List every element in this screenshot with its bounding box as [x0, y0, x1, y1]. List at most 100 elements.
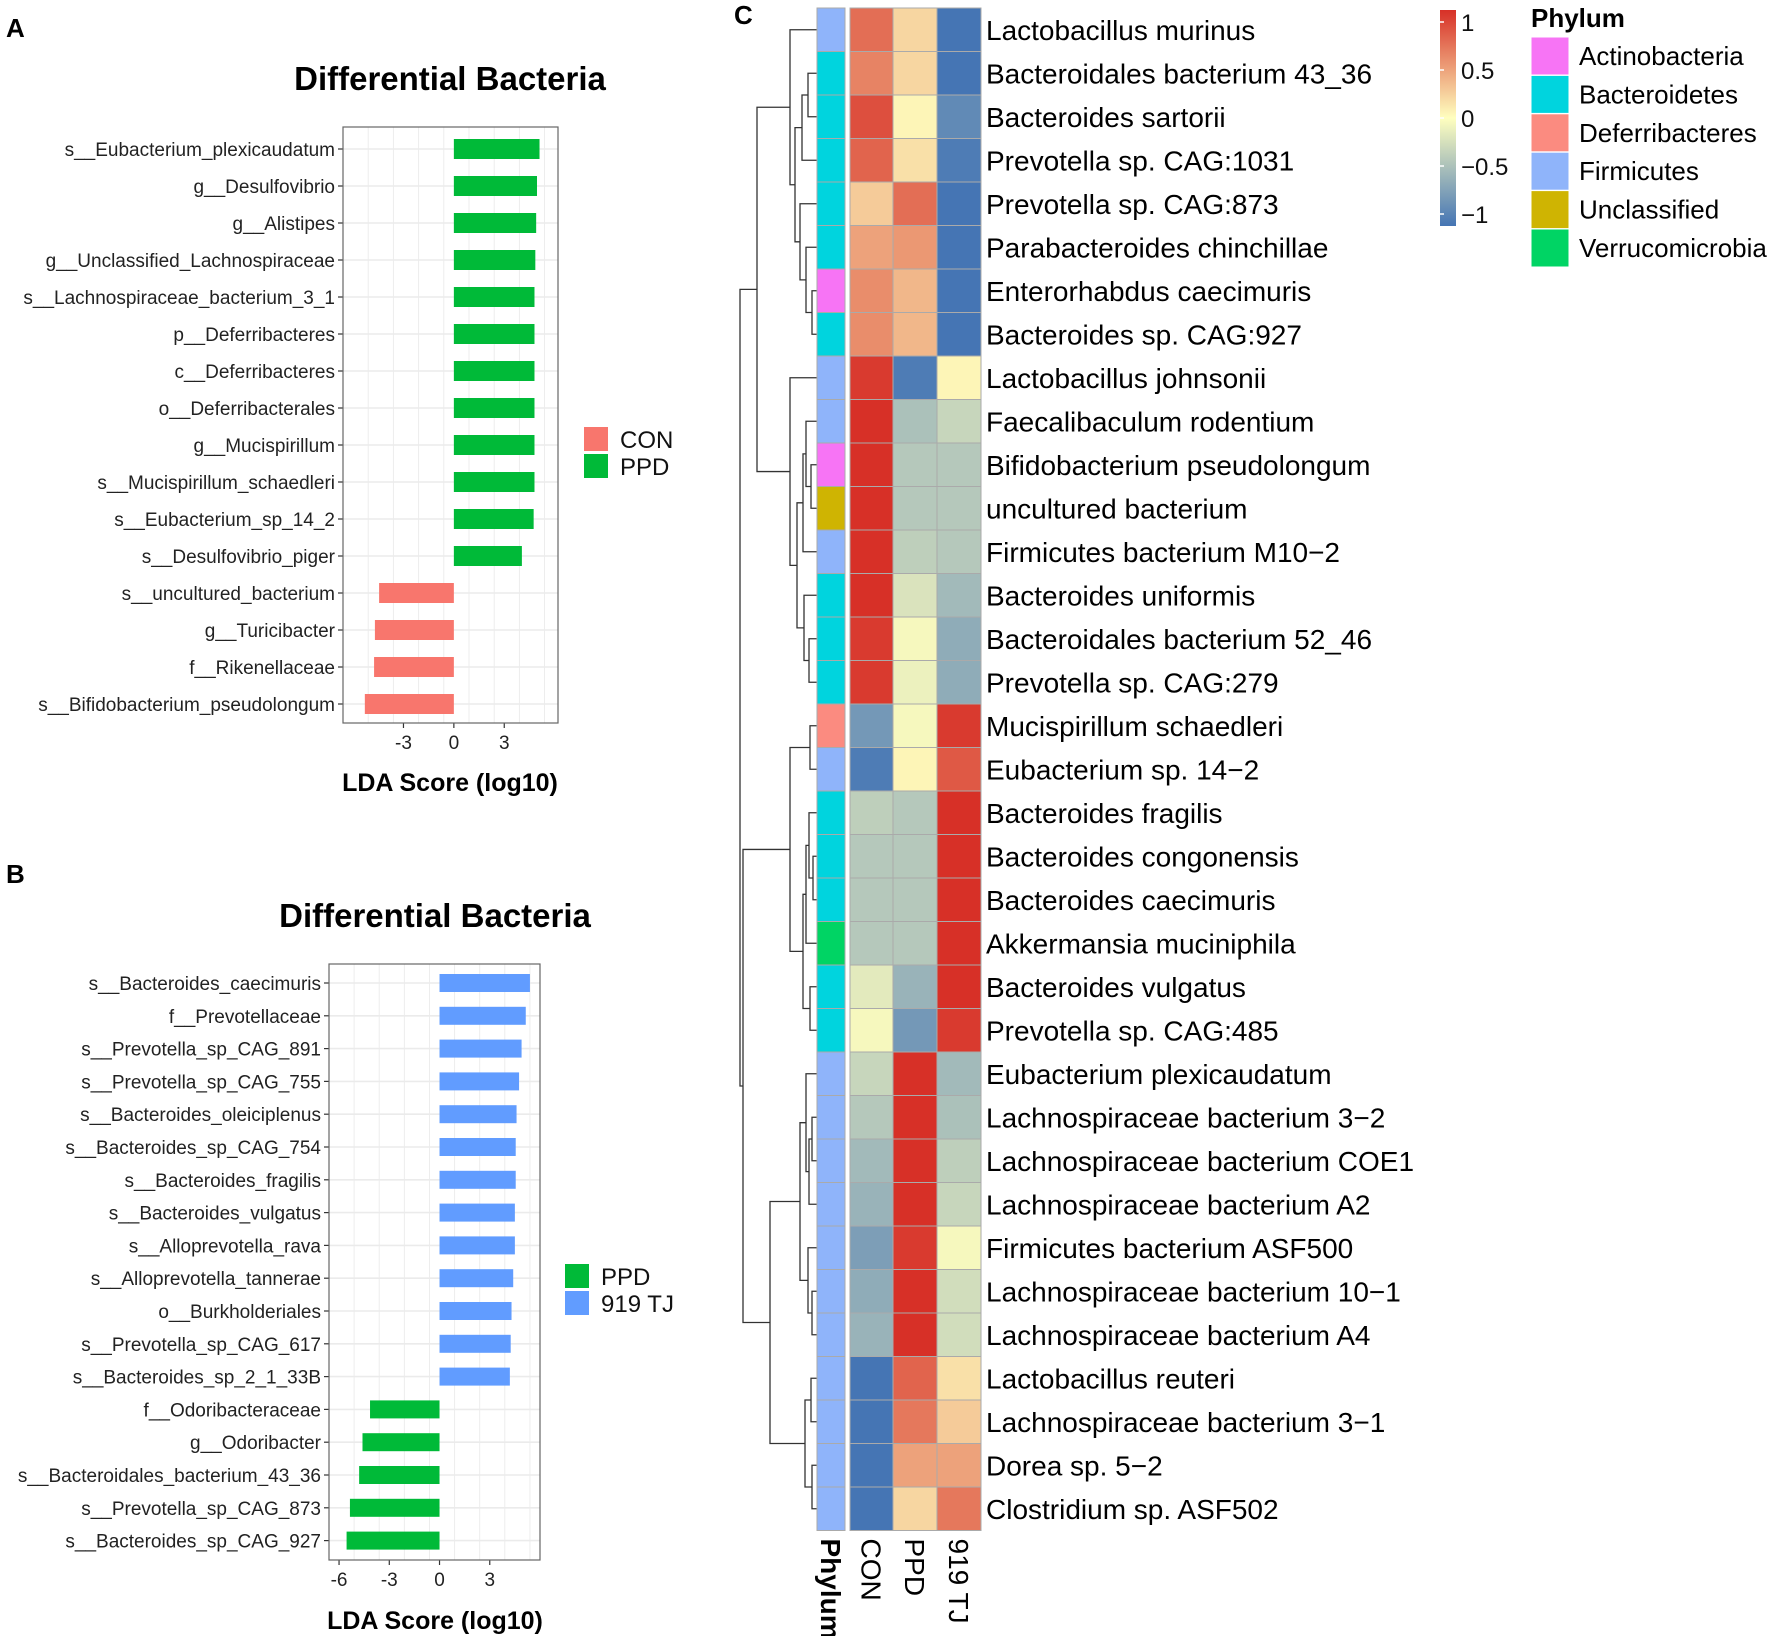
panel-a-bar	[379, 583, 454, 603]
phylum-legend-swatch	[1530, 190, 1570, 230]
heatmap-row-label: Lactobacillus johnsonii	[986, 363, 1266, 394]
panel-a-category-label: p__Deferribacteres	[173, 325, 335, 346]
heatmap-row-label: Prevotella sp. CAG:1031	[986, 145, 1294, 176]
panel-b-x-ticks: -6 -3 0 3	[331, 1560, 495, 1591]
heatmap-row-label: Prevotella sp. CAG:485	[986, 1015, 1279, 1046]
colorbar-gradient	[1440, 10, 1456, 226]
heatmap-row-label: Lachnospiraceae bacterium COE1	[986, 1146, 1414, 1177]
panel-a-category-label: s__Bifidobacterium_pseudolongum	[38, 695, 335, 716]
panel-b-bar	[439, 1203, 515, 1222]
heatmap-cell	[849, 1312, 894, 1357]
heatmap-cell	[936, 877, 982, 922]
dendrogram-branch	[742, 848, 790, 1324]
panel-a-legend-label: PPD	[620, 454, 669, 481]
heatmap-cell	[849, 529, 894, 574]
heatmap-row-label: Firmicutes bacterium M10−2	[986, 537, 1340, 568]
colorbar-tick-label: 0	[1461, 106, 1474, 133]
heatmap-cell	[849, 7, 894, 52]
panel-a-bar	[453, 509, 534, 529]
dendrogram-branch	[809, 986, 817, 1031]
heatmap-cell	[849, 964, 894, 1009]
panel-a-bar	[453, 250, 536, 270]
panel-b-bar	[439, 1334, 511, 1353]
heatmap-row-label: Lachnospiraceae bacterium A4	[986, 1320, 1370, 1351]
heatmap-row-labels: Lactobacillus murinus Bacteroidales bacte…	[986, 15, 1414, 1525]
heatmap-cells	[849, 7, 982, 1531]
phylum-cell	[816, 486, 846, 531]
heatmap-cell	[849, 181, 894, 226]
heatmap-cell	[936, 790, 982, 835]
panel-a-bar	[453, 472, 535, 492]
dendrogram-branch	[811, 1290, 817, 1336]
panel-b-legend-swatch	[565, 1264, 589, 1288]
phylum-cell	[816, 1182, 846, 1227]
panel-b-category-label: s__Bacteroides_caecimuris	[89, 974, 321, 995]
heatmap-row-label: Bacteroidales bacterium 43_36	[986, 58, 1372, 89]
phylum-cell	[816, 834, 846, 879]
panel-a-bar	[374, 657, 454, 677]
panel-b-legend-label: PPD	[601, 1264, 650, 1291]
phylum-legend-label: Firmicutes	[1579, 156, 1699, 186]
heatmap-row-label: Prevotella sp. CAG:873	[986, 189, 1279, 220]
dendrogram-branch	[811, 1116, 817, 1162]
panel-a-bar	[453, 398, 535, 418]
heatmap-cell	[849, 486, 894, 531]
heatmap-cell	[892, 312, 938, 357]
heatmap-row-label: Bacteroides vulgatus	[986, 972, 1246, 1003]
heatmap-cell	[849, 834, 894, 879]
heatmap-cell	[892, 1356, 938, 1401]
panel-b-frame	[328, 963, 541, 1561]
dendrogram-branch	[789, 746, 810, 953]
heatmap-row-label: Bacteroidales bacterium 52_46	[986, 624, 1372, 655]
heatmap-cell	[936, 355, 982, 400]
heatmap-cell	[892, 1182, 938, 1227]
heatmap-cell	[849, 1399, 894, 1444]
panel-a-bar	[453, 324, 535, 344]
heatmap-cell	[849, 790, 894, 835]
heatmap-cell	[849, 1182, 894, 1227]
panel-b-bar	[439, 974, 530, 992]
heatmap-cell	[936, 1225, 982, 1270]
colorbar-tick-label: −0.5	[1461, 154, 1508, 181]
heatmap-cell	[936, 747, 982, 792]
phylum-cell	[816, 573, 846, 618]
panel-a-category-label: s__Eubacterium_sp_14_2	[114, 510, 335, 531]
panel-a-category-label: s__Eubacterium_plexicaudatum	[65, 140, 335, 161]
heatmap-row-label: Eubacterium plexicaudatum	[986, 1059, 1332, 1090]
heatmap-cell	[892, 51, 938, 96]
heatmap-cell	[849, 1356, 894, 1401]
heatmap-cell	[892, 616, 938, 661]
dendrogram-branch	[801, 94, 817, 161]
panel-a-legend-label: CON	[620, 427, 673, 454]
panel-b-legend-label: 919 TJ	[601, 1291, 674, 1318]
heatmap-row-label: Firmicutes bacterium ASF500	[986, 1233, 1353, 1264]
panel-a-x-tick-label: 3	[499, 733, 510, 754]
panel-a-bar	[453, 435, 535, 455]
panel-b-bar	[370, 1400, 440, 1419]
heatmap-cell	[936, 268, 982, 313]
heatmap-cell	[892, 573, 938, 618]
panel-a-category-label: o__Deferribacterales	[159, 399, 335, 420]
panel-a-bars	[364, 139, 540, 714]
phylum-cell	[816, 1399, 846, 1444]
heatmap-cell	[849, 355, 894, 400]
phylum-legend-swatch	[1530, 36, 1570, 76]
colorbar-tick-label: 1	[1461, 10, 1474, 37]
phylum-cell	[816, 51, 846, 96]
heatmap-cell	[849, 442, 894, 487]
heatmap-row-label: Akkermansia muciniphila	[986, 928, 1296, 959]
heatmap-cell	[849, 138, 894, 183]
phylum-cell	[816, 877, 846, 922]
heatmap-cell	[849, 573, 894, 618]
heatmap-colorbar: 1 0.5 0 −0.5 −1	[1440, 10, 1508, 229]
heatmap-row-label: uncultured bacterium	[986, 493, 1247, 524]
heatmap-cell	[936, 964, 982, 1009]
panel-b-category-label: f__Odoribacteraceae	[144, 1400, 321, 1421]
panel-b-bar	[349, 1498, 440, 1517]
panel-b-category-label: s__Bacteroides_vulgatus	[109, 1204, 321, 1225]
heatmap-cell	[849, 703, 894, 748]
heatmap-cell	[892, 442, 938, 487]
dendrogram-branch	[807, 72, 817, 118]
phylum-cell	[816, 964, 846, 1009]
